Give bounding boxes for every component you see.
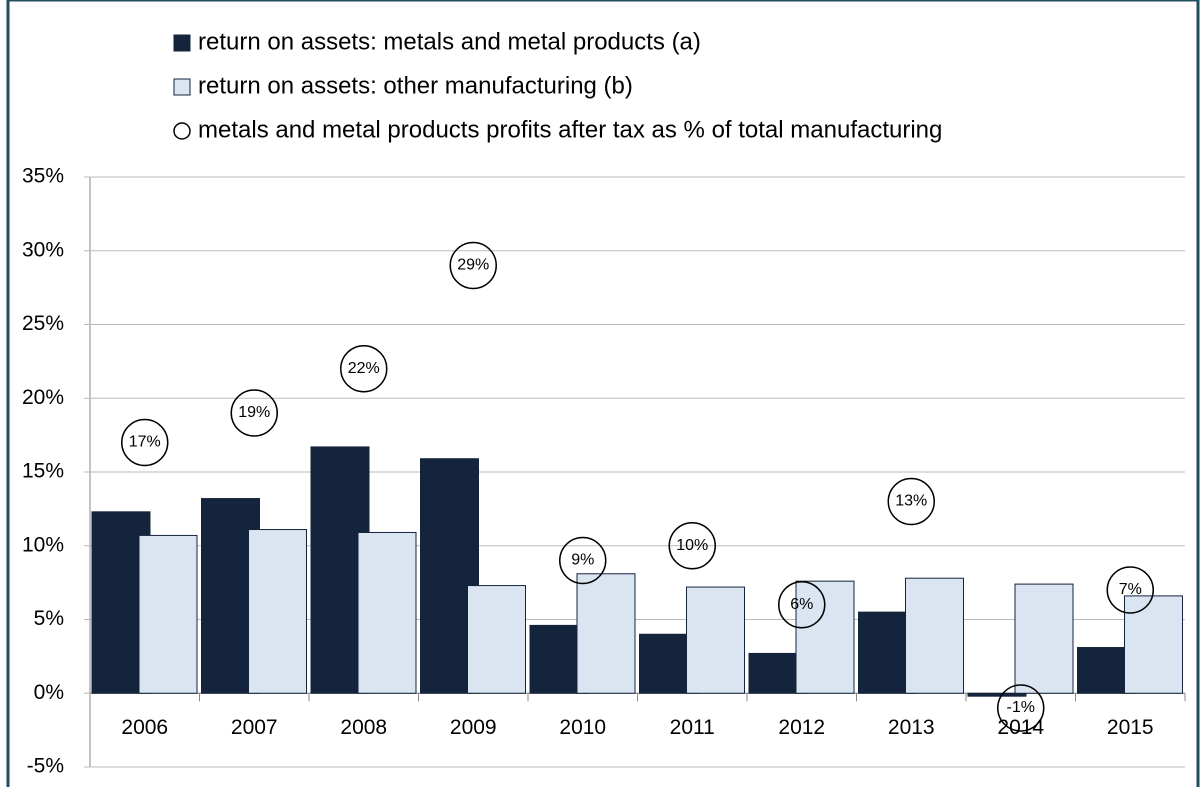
x-tick-label: 2014	[997, 716, 1044, 739]
legend-label: metals and metal products profits after …	[198, 116, 942, 143]
x-tick-label: 2013	[888, 716, 935, 739]
data-label: 6%	[790, 596, 813, 613]
bar	[686, 586, 745, 694]
x-tick-label: 2008	[340, 716, 387, 739]
bar	[576, 573, 636, 694]
y-tick-label: 25%	[22, 312, 64, 335]
data-label: 9%	[571, 552, 594, 569]
x-tick-label: 2012	[778, 716, 825, 739]
marker	[887, 477, 935, 526]
marker	[778, 581, 826, 629]
bar	[967, 692, 1027, 697]
marker	[668, 522, 716, 570]
marker	[449, 241, 497, 290]
y-tick-label: 20%	[22, 386, 64, 409]
marker	[1106, 566, 1154, 614]
x-tick-label: 2006	[121, 716, 168, 739]
data-label: 29%	[457, 257, 489, 274]
bar	[248, 529, 307, 694]
y-tick-label: 15%	[22, 460, 64, 483]
legend-label: return on assets: other manufacturing (b…	[198, 72, 633, 99]
bar	[467, 585, 526, 694]
data-label: 22%	[348, 360, 380, 377]
data-label: 13%	[895, 493, 927, 510]
marker	[230, 389, 278, 437]
y-tick-label: -5%	[27, 755, 64, 778]
data-label: -1%	[1007, 699, 1035, 716]
bar	[795, 580, 855, 694]
y-tick-label: 30%	[22, 238, 64, 261]
x-tick-label: 2009	[450, 716, 497, 739]
y-tick-label: 35%	[22, 165, 64, 188]
bar	[1124, 595, 1183, 694]
x-tick-label: 2010	[559, 716, 606, 739]
x-tick-label: 2011	[670, 716, 715, 739]
data-label: 19%	[238, 404, 270, 421]
bar	[138, 534, 198, 694]
x-tick-label: 2007	[231, 716, 278, 739]
marker	[997, 684, 1045, 732]
legend-swatch	[173, 122, 191, 140]
marker	[559, 536, 607, 585]
y-tick-label: 0%	[34, 681, 64, 704]
data-label: 10%	[676, 537, 708, 554]
y-tick-label: 10%	[22, 533, 64, 556]
marker	[340, 345, 388, 393]
bar	[357, 531, 417, 694]
bar	[1014, 583, 1074, 694]
marker	[121, 418, 169, 467]
data-label: 17%	[129, 434, 161, 451]
data-label: 7%	[1119, 581, 1142, 598]
legend-swatch	[173, 34, 191, 52]
bar	[905, 577, 964, 694]
y-tick-label: 5%	[34, 607, 64, 630]
legend-swatch	[173, 78, 191, 96]
legend-label: return on assets: metals and metal produ…	[198, 28, 701, 55]
x-tick-label: 2015	[1107, 716, 1154, 739]
